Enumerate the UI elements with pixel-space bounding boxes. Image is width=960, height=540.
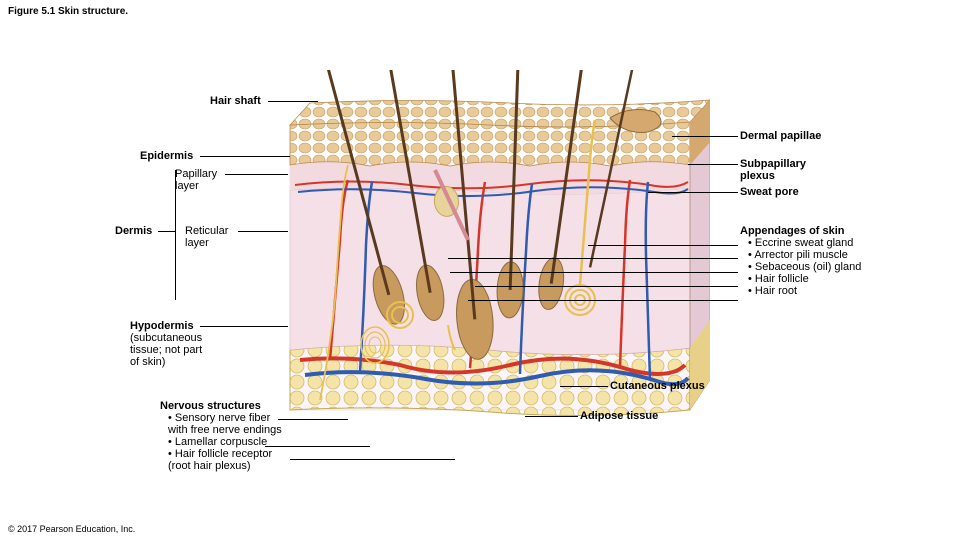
leader-epidermis — [200, 156, 290, 157]
leader-arrector — [448, 258, 738, 259]
leader-papillae — [672, 136, 738, 137]
label-adipose: Adipose tissue — [580, 410, 658, 422]
leader-root — [468, 300, 738, 301]
bracket-dermis — [175, 170, 176, 300]
label-nervous: Nervous structures • Sensory nerve fiber… — [160, 400, 282, 472]
append-item-2: • Sebaceous (oil) gland — [748, 261, 861, 273]
copyright-text: © 2017 Pearson Education, Inc. — [8, 524, 135, 534]
leader-eccrine — [588, 245, 738, 246]
label-subpapillary: Subpapillary plexus — [740, 158, 806, 182]
leader-hfr — [290, 459, 455, 460]
label-cutaneous: Cutaneous plexus — [610, 380, 705, 392]
label-papillary: Papillary layer — [175, 168, 217, 192]
figure-title: Figure 5.1 Skin structure. — [8, 6, 128, 17]
label-sweat-pore: Sweat pore — [740, 186, 799, 198]
label-appendages: Appendages of skin • Eccrine sweat gland… — [740, 225, 861, 297]
leader-dermis — [158, 231, 176, 232]
leader-follicle — [475, 286, 738, 287]
label-hypodermis: Hypodermis (subcutaneous tissue; not par… — [130, 320, 202, 368]
leader-lamellar — [265, 446, 370, 447]
leader-hypodermis — [200, 326, 288, 327]
append-item-3: • Hair follicle — [748, 273, 861, 285]
leader-pore — [648, 192, 738, 193]
label-dermis: Dermis — [115, 225, 152, 237]
nervous-item-0: • Sensory nerve fiber with free nerve en… — [168, 412, 282, 436]
label-dermal-papillae: Dermal papillae — [740, 130, 821, 142]
nervous-item-2: • Hair follicle receptor (root hair plex… — [168, 448, 282, 472]
label-hair-shaft: Hair shaft — [210, 95, 261, 107]
append-item-1: • Arrector pili muscle — [748, 249, 861, 261]
leader-hair-shaft — [268, 101, 318, 102]
append-item-0: • Eccrine sweat gland — [748, 237, 861, 249]
leader-subpap — [688, 164, 738, 165]
leader-seb — [450, 272, 738, 273]
leader-cutaneous — [560, 386, 608, 387]
label-reticular: Reticular layer — [185, 225, 228, 249]
label-epidermis: Epidermis — [140, 150, 193, 162]
leader-papillary — [225, 174, 288, 175]
leader-adipose — [525, 416, 578, 417]
append-item-4: • Hair root — [748, 285, 861, 297]
leader-reticular — [238, 231, 288, 232]
leader-sensory — [278, 419, 348, 420]
